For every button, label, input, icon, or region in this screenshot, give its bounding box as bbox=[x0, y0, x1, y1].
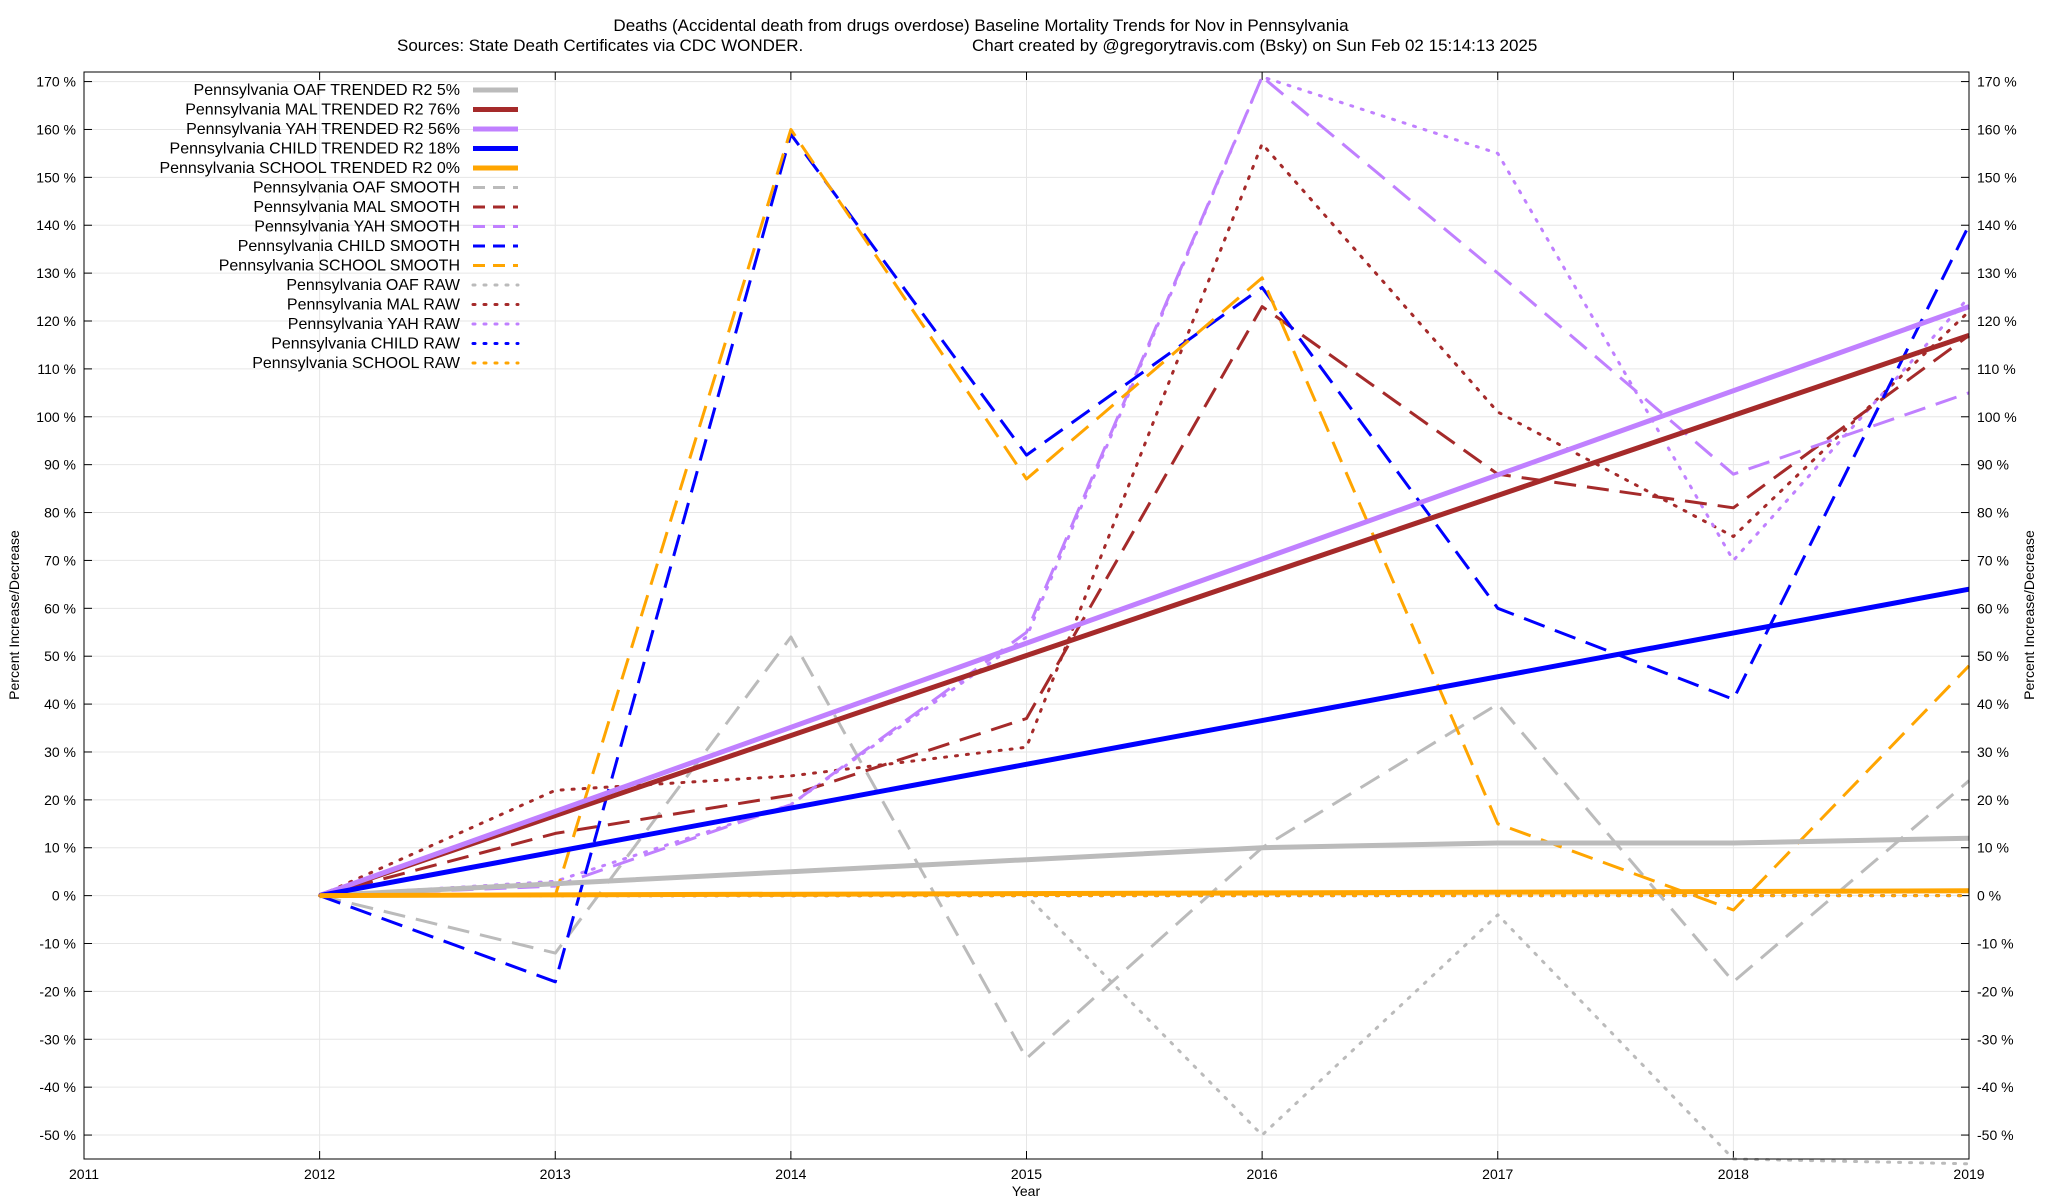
legend-label: Pennsylvania YAH TRENDED R2 56% bbox=[186, 121, 460, 138]
series-line bbox=[319, 128, 1971, 912]
y-tick-label-left: 60 % bbox=[44, 600, 76, 616]
y-tick-label-right: 0 % bbox=[1977, 888, 2001, 904]
y-tick-label-left: 20 % bbox=[44, 792, 76, 808]
legend-label: Pennsylvania MAL SMOOTH bbox=[253, 199, 460, 216]
legend-label: Pennsylvania OAF RAW bbox=[286, 277, 461, 294]
y-tick-label-right: 60 % bbox=[1977, 600, 2009, 616]
y-tick-label-left: -40 % bbox=[39, 1079, 76, 1095]
y-tick-label-right: 30 % bbox=[1977, 744, 2009, 760]
y-tick-label-right: 140 % bbox=[1977, 217, 2017, 233]
y-tick-label-left: 150 % bbox=[36, 169, 76, 185]
y-tick-label-left: 50 % bbox=[44, 648, 76, 664]
y-tick-label-right: 110 % bbox=[1977, 361, 2016, 377]
y-tick-label-left: 90 % bbox=[44, 457, 76, 473]
series-line bbox=[319, 635, 1970, 1060]
data-series bbox=[318, 75, 1971, 1166]
chart-credit: Chart created by @gregorytravis.com (Bsk… bbox=[972, 36, 1537, 55]
x-tick-label: 2019 bbox=[1953, 1166, 1984, 1182]
y-tick-label-left: -30 % bbox=[39, 1031, 76, 1047]
plot-frame bbox=[83, 71, 1970, 1160]
y-tick-label-left: 30 % bbox=[44, 744, 76, 760]
chart-source: Sources: State Death Certificates via CD… bbox=[397, 36, 803, 55]
y-tick-label-right: 70 % bbox=[1977, 552, 2009, 568]
y-tick-label-left: -10 % bbox=[39, 936, 76, 952]
x-tick-label: 2018 bbox=[1718, 1166, 1749, 1182]
y-tick-label-left: 80 % bbox=[44, 505, 76, 521]
series-line bbox=[318, 333, 1970, 898]
y-tick-label-right: 160 % bbox=[1977, 121, 2017, 137]
y-tick-label-right: -50 % bbox=[1977, 1127, 2014, 1143]
x-tick-label: 2017 bbox=[1482, 1166, 1513, 1182]
legend-label: Pennsylvania SCHOOL SMOOTH bbox=[219, 258, 460, 275]
y-axis-title-right: Percent Increase/Decrease bbox=[2021, 530, 2037, 700]
chart-title: Deaths (Accidental death from drugs over… bbox=[613, 16, 1349, 35]
x-tick-label: 2013 bbox=[540, 1166, 571, 1182]
y-tick-label-right: -30 % bbox=[1977, 1031, 2014, 1047]
legend-label: Pennsylvania SCHOOL RAW bbox=[252, 355, 461, 372]
legend-label: Pennsylvania YAH RAW bbox=[288, 316, 461, 333]
y-tick-label-left: 140 % bbox=[36, 217, 76, 233]
series-line bbox=[319, 586, 1970, 899]
y-tick-label-left: 70 % bbox=[44, 552, 76, 568]
series-line bbox=[318, 304, 1970, 898]
y-tick-label-left: 170 % bbox=[36, 74, 76, 90]
legend-label: Pennsylvania OAF TRENDED R2 5% bbox=[194, 82, 460, 99]
axis-ticks: 170 % 170 % 160 % 160 % 150 % 150 % 140 % 140 %… bbox=[36, 72, 2017, 1182]
legend-label: Pennsylvania CHILD SMOOTH bbox=[238, 238, 460, 255]
legend-label: Pennsylvania CHILD TRENDED R2 18% bbox=[170, 141, 460, 158]
y-tick-label-right: 10 % bbox=[1977, 840, 2009, 856]
y-tick-label-left: 160 % bbox=[36, 121, 76, 137]
y-tick-label-right: 100 % bbox=[1977, 409, 2017, 425]
y-tick-label-left: 110 % bbox=[37, 361, 76, 377]
legend-label: Pennsylvania CHILD RAW bbox=[271, 336, 461, 353]
legend-label: Pennsylvania OAF SMOOTH bbox=[253, 180, 460, 197]
y-tick-label-right: 40 % bbox=[1977, 696, 2009, 712]
series-line bbox=[319, 835, 1970, 899]
x-tick-label: 2011 bbox=[69, 1166, 99, 1182]
series-line bbox=[319, 75, 1970, 898]
y-tick-label-right: 20 % bbox=[1977, 792, 2009, 808]
legend: Pennsylvania OAF TRENDED R2 5% Pennsylvan… bbox=[159, 82, 520, 372]
y-tick-label-left: -20 % bbox=[39, 983, 76, 999]
series-line bbox=[318, 142, 1971, 898]
y-tick-label-left: 120 % bbox=[36, 313, 76, 329]
y-tick-label-right: 130 % bbox=[1977, 265, 2017, 281]
y-tick-label-right: -10 % bbox=[1977, 936, 2014, 952]
y-tick-label-right: -20 % bbox=[1977, 983, 2014, 999]
y-tick-label-left: 100 % bbox=[36, 409, 76, 425]
y-tick-label-right: 170 % bbox=[1977, 74, 2017, 90]
series-line bbox=[319, 305, 1970, 898]
x-tick-label: 2014 bbox=[775, 1166, 806, 1182]
x-tick-label: 2012 bbox=[304, 1166, 335, 1182]
legend-label: Pennsylvania SCHOOL TRENDED R2 0% bbox=[159, 160, 460, 177]
series-line bbox=[319, 888, 1970, 899]
y-tick-label-right: 90 % bbox=[1977, 457, 2009, 473]
y-tick-label-right: 80 % bbox=[1977, 505, 2009, 521]
legend-label: Pennsylvania MAL RAW bbox=[287, 297, 461, 314]
y-tick-label-left: 10 % bbox=[44, 840, 76, 856]
y-tick-label-left: -50 % bbox=[39, 1127, 76, 1143]
series-line bbox=[319, 132, 1971, 984]
y-axis-title-left: Percent Increase/Decrease bbox=[6, 530, 22, 700]
y-tick-label-left: 0 % bbox=[52, 888, 76, 904]
y-tick-label-right: 150 % bbox=[1977, 169, 2017, 185]
y-tick-label-right: 50 % bbox=[1977, 648, 2009, 664]
series-line bbox=[318, 75, 1971, 898]
y-tick-label-right: -40 % bbox=[1977, 1079, 2014, 1095]
y-tick-label-right: 120 % bbox=[1977, 313, 2017, 329]
y-tick-label-left: 40 % bbox=[44, 696, 76, 712]
legend-label: Pennsylvania MAL TRENDED R2 76% bbox=[185, 102, 460, 119]
x-tick-label: 2015 bbox=[1011, 1166, 1042, 1182]
legend-label: Pennsylvania YAH SMOOTH bbox=[254, 219, 460, 236]
y-tick-label-left: 130 % bbox=[36, 265, 76, 281]
x-tick-label: 2016 bbox=[1247, 1166, 1278, 1182]
x-axis-title: Year bbox=[1012, 1183, 1041, 1199]
